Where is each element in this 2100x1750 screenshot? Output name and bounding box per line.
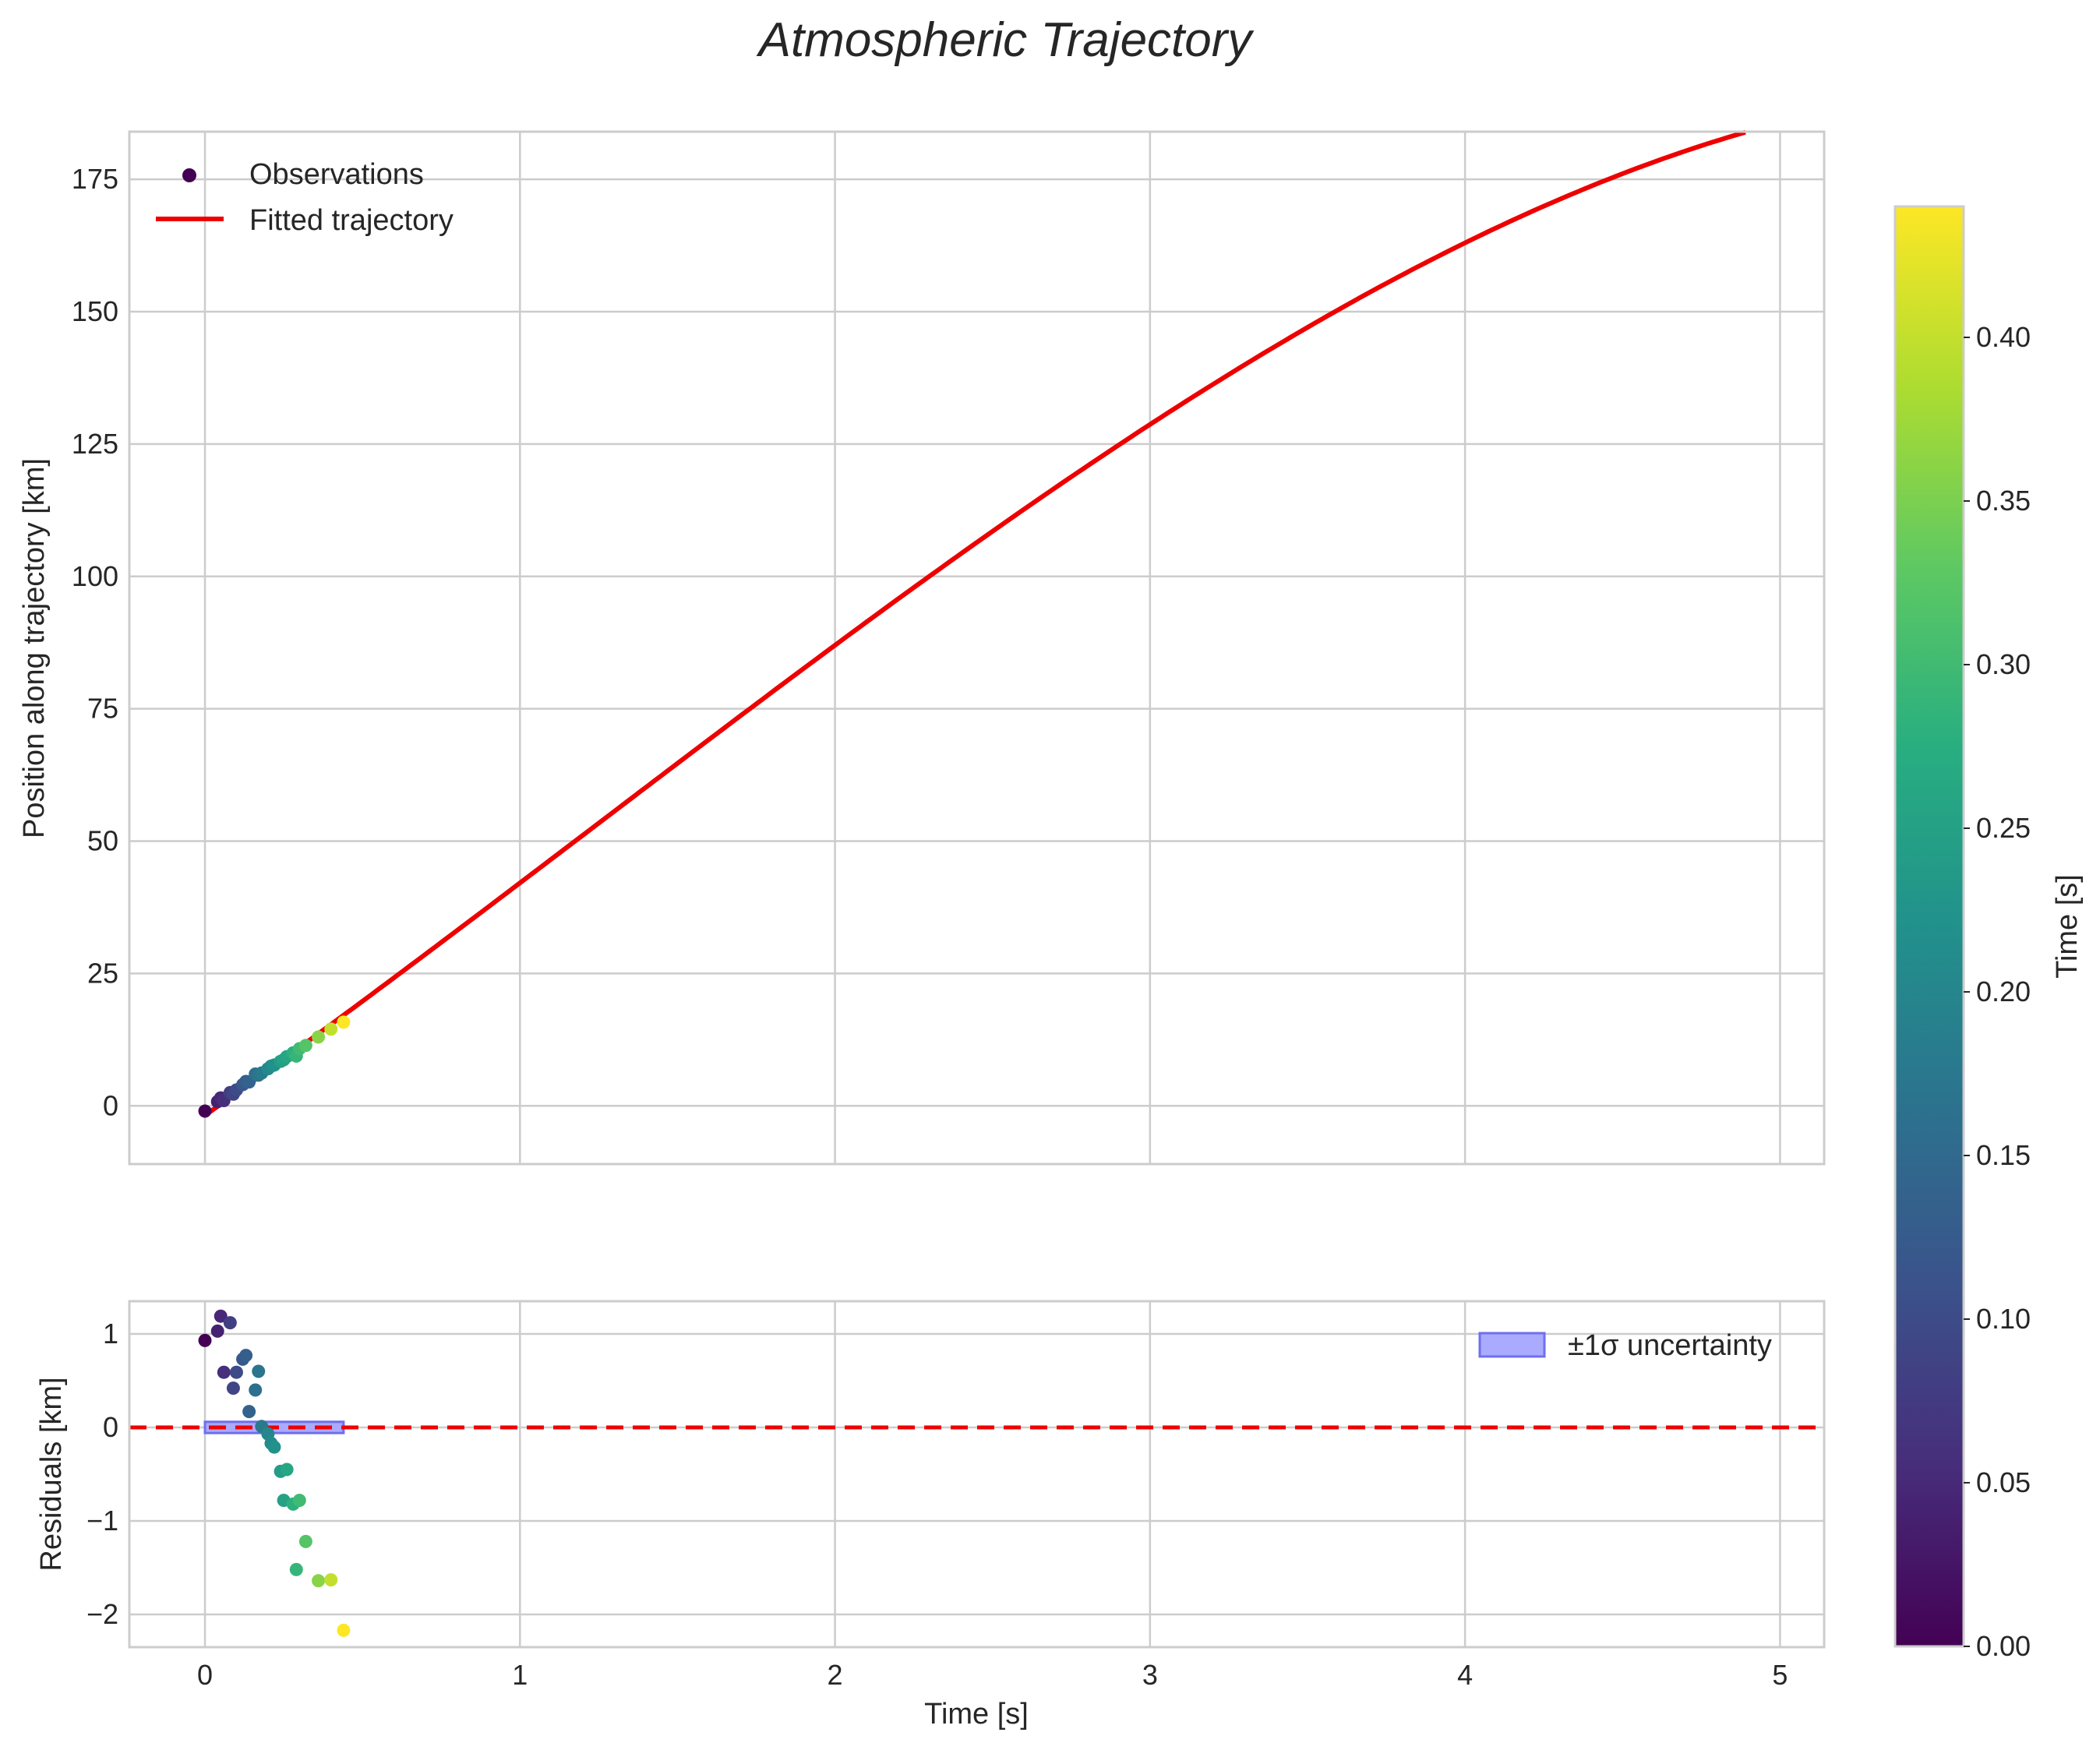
main-y-tick-label: 175 xyxy=(72,163,118,195)
main-plot-frame xyxy=(128,130,1826,1166)
residual-point xyxy=(217,1365,231,1379)
legend-uncertainty-label: ±1σ uncertainty xyxy=(1568,1329,1772,1362)
residuals-y-tick-label: 1 xyxy=(103,1318,118,1350)
residual-point xyxy=(239,1349,253,1363)
observation-point xyxy=(312,1030,326,1044)
residual-point xyxy=(289,1562,303,1576)
chart-title: Atmospheric Trajectory xyxy=(756,13,1255,67)
residual-point xyxy=(214,1309,228,1323)
residuals-y-tick-label: −2 xyxy=(86,1598,118,1630)
colorbar-tick-label: 0.15 xyxy=(1976,1139,2031,1171)
colorbar-label: Time [s] xyxy=(2051,874,2084,979)
x-tick-label: 4 xyxy=(1457,1659,1473,1691)
fitted-trajectory-line xyxy=(203,129,1746,1117)
colorbar-tick-label: 0.10 xyxy=(1976,1303,2031,1335)
observation-point xyxy=(198,1104,212,1118)
x-tick-label: 5 xyxy=(1772,1659,1788,1691)
residual-point xyxy=(249,1383,263,1397)
colorbar-gradient xyxy=(1894,205,1965,1648)
residual-point xyxy=(198,1333,212,1347)
observation-point xyxy=(337,1015,351,1029)
residual-point xyxy=(242,1405,256,1419)
colorbar-tick-label: 0.00 xyxy=(1976,1630,2031,1662)
legend-fit-label: Fitted trajectory xyxy=(249,204,454,237)
residual-point xyxy=(252,1364,266,1378)
colorbar-tick-label: 0.20 xyxy=(1976,976,2031,1007)
main-y-tick-label: 0 xyxy=(103,1089,118,1121)
residuals-legend: ±1σ uncertainty xyxy=(1478,1329,1772,1362)
residual-point xyxy=(267,1440,281,1454)
residual-point xyxy=(312,1574,326,1588)
residuals-y-axis-label: Residuals [km] xyxy=(35,1377,68,1571)
legend-observations-marker xyxy=(182,168,196,182)
main-y-tick-label: 25 xyxy=(87,957,118,989)
residual-point xyxy=(337,1623,351,1637)
main-y-tick-label: 50 xyxy=(87,825,118,857)
main-y-tick-label: 100 xyxy=(72,560,118,592)
x-tick-label: 2 xyxy=(828,1659,843,1691)
x-tick-label: 3 xyxy=(1142,1659,1158,1691)
colorbar-tick-label: 0.25 xyxy=(1976,812,2031,844)
x-tick-label: 1 xyxy=(512,1659,528,1691)
observation-point xyxy=(298,1039,312,1053)
residual-point xyxy=(324,1573,338,1587)
residual-point xyxy=(210,1324,224,1338)
residuals-y-tick-label: 0 xyxy=(103,1411,118,1443)
residuals-plot-frame xyxy=(128,1300,1826,1649)
residual-point xyxy=(229,1365,243,1379)
residual-point xyxy=(223,1316,237,1330)
colorbar-tick-label: 0.40 xyxy=(1976,321,2031,353)
colorbar: 0.00 0.05 0.10 0.15 0.20 0.25 0.30 0.35 0.40 Tim… xyxy=(1894,205,2084,1662)
main-y-tick-label: 125 xyxy=(72,428,118,460)
residual-point xyxy=(292,1494,306,1508)
x-axis-label: Time [s] xyxy=(924,1698,1029,1731)
main-plot: 0 25 50 75 100 125 150 175 Position along traje… xyxy=(18,129,1826,1166)
residuals-y-tick-label: −1 xyxy=(86,1505,118,1537)
residual-point xyxy=(280,1462,294,1477)
colorbar-tick-label: 0.05 xyxy=(1976,1466,2031,1498)
colorbar-tick-label: 0.35 xyxy=(1976,485,2031,517)
main-y-axis-label: Position along trajectory [km] xyxy=(18,458,51,838)
legend-uncertainty-swatch xyxy=(1478,1332,1546,1358)
colorbar-tick-label: 0.30 xyxy=(1976,648,2031,680)
main-legend: Observations Fitted trajectory xyxy=(156,158,454,237)
residual-point xyxy=(298,1534,312,1548)
residuals-plot: −2 −1 0 1 0 1 2 3 4 5 Residuals [km] Time [s] ±1… xyxy=(35,1300,1826,1731)
observation-point xyxy=(324,1022,338,1036)
legend-observations-label: Observations xyxy=(249,158,424,191)
main-y-tick-label: 150 xyxy=(72,295,118,327)
residual-point xyxy=(226,1381,240,1395)
main-y-tick-label: 75 xyxy=(87,693,118,725)
x-tick-label: 0 xyxy=(197,1659,213,1691)
